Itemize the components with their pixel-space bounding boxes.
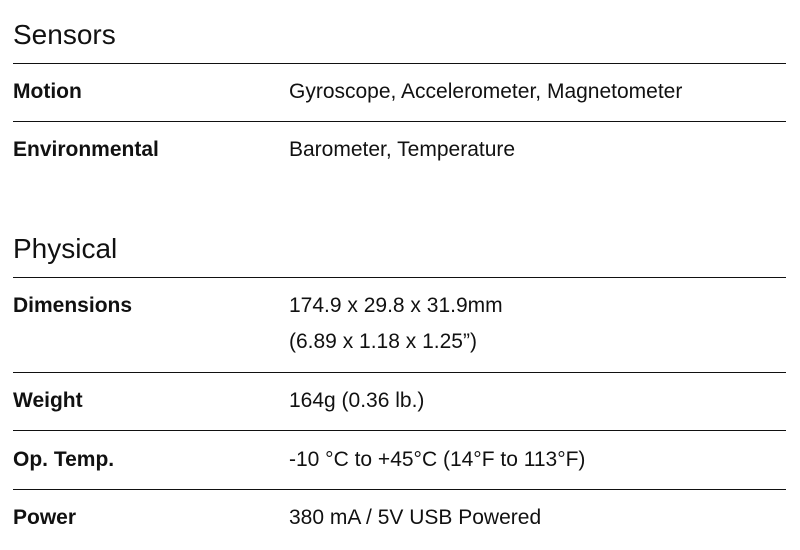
spec-label-motion: Motion [13, 80, 82, 103]
spec-value-environmental: Barometer, Temperature [289, 138, 516, 161]
dimensions-mm: 174.9 x 29.8 x 31.9mm [289, 294, 503, 317]
spec-value-op-temp: -10 °C to +45°C (14°F to 113°F) [289, 448, 586, 471]
spec-value-dimensions: 174.9 x 29.8 x 31.9mm (6.89 x 1.18 x 1.2… [289, 288, 503, 360]
spec-row-motion: Motion Gyroscope, Accelerometer, Magneto… [13, 64, 786, 121]
spec-label-dimensions: Dimensions [13, 294, 133, 317]
physical-section-title: Physical [13, 233, 118, 264]
row-divider [13, 372, 786, 373]
spec-row-op-temp: Op. Temp. -10 °C to +45°C (14°F to 113°F… [13, 431, 786, 489]
spec-row-power: Power 380 mA / 5V USB Powered [13, 490, 786, 546]
row-divider [13, 121, 786, 122]
spec-value-weight: 164g (0.36 lb.) [289, 389, 425, 412]
row-divider [13, 489, 786, 490]
row-divider [13, 430, 786, 431]
sensors-section-title: Sensors [13, 19, 116, 50]
sensors-section: Sensors [13, 18, 786, 52]
spec-row-dimensions: Dimensions 174.9 x 29.8 x 31.9mm (6.89 x… [13, 278, 786, 372]
spec-value-power: 380 mA / 5V USB Powered [289, 506, 542, 529]
spec-label-power: Power [13, 506, 77, 529]
dimensions-inches: (6.89 x 1.18 x 1.25”) [289, 330, 477, 353]
sensors-title-divider [13, 63, 786, 64]
spec-label-op-temp: Op. Temp. [13, 448, 115, 471]
physical-title-divider [13, 277, 786, 278]
spec-label-weight: Weight [13, 389, 83, 412]
spec-row-weight: Weight 164g (0.36 lb.) [13, 373, 786, 430]
physical-section: Physical [13, 232, 786, 266]
spec-value-motion: Gyroscope, Accelerometer, Magnetometer [289, 80, 683, 103]
spec-row-environmental: Environmental Barometer, Temperature [13, 122, 786, 179]
spec-label-environmental: Environmental [13, 138, 159, 161]
